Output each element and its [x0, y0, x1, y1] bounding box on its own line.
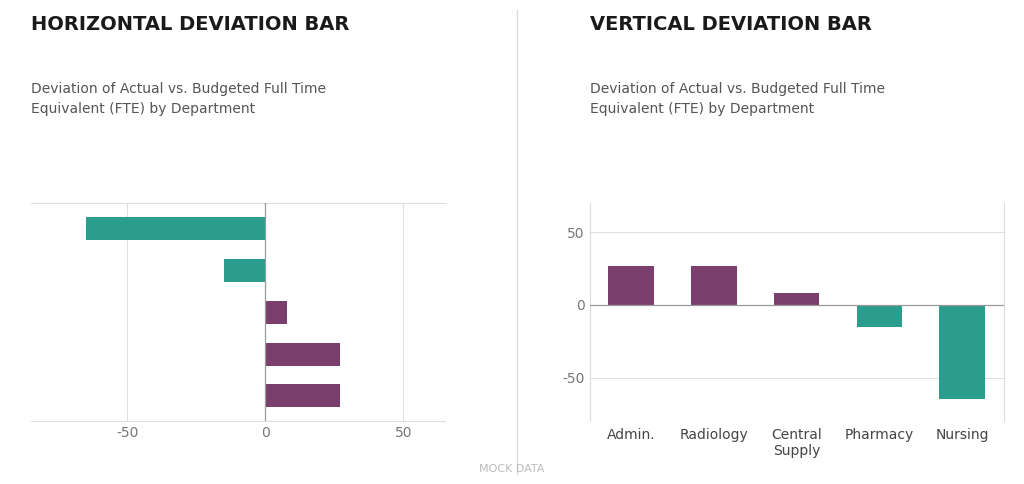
Bar: [265, 343, 340, 365]
Text: Deviation of Actual vs. Budgeted Full Time
Equivalent (FTE) by Department: Deviation of Actual vs. Budgeted Full Ti…: [590, 82, 885, 116]
Text: MOCK DATA: MOCK DATA: [479, 464, 545, 474]
Bar: [224, 259, 265, 282]
Text: HORIZONTAL DEVIATION BAR: HORIZONTAL DEVIATION BAR: [31, 15, 349, 33]
Bar: [856, 305, 902, 327]
Bar: [691, 266, 736, 305]
Text: VERTICAL DEVIATION BAR: VERTICAL DEVIATION BAR: [590, 15, 871, 33]
Text: Deviation of Actual vs. Budgeted Full Time
Equivalent (FTE) by Department: Deviation of Actual vs. Budgeted Full Ti…: [31, 82, 326, 116]
Bar: [265, 301, 288, 324]
Bar: [608, 266, 654, 305]
Bar: [86, 217, 265, 240]
Bar: [774, 293, 819, 305]
Bar: [265, 384, 340, 408]
Bar: [939, 305, 985, 399]
